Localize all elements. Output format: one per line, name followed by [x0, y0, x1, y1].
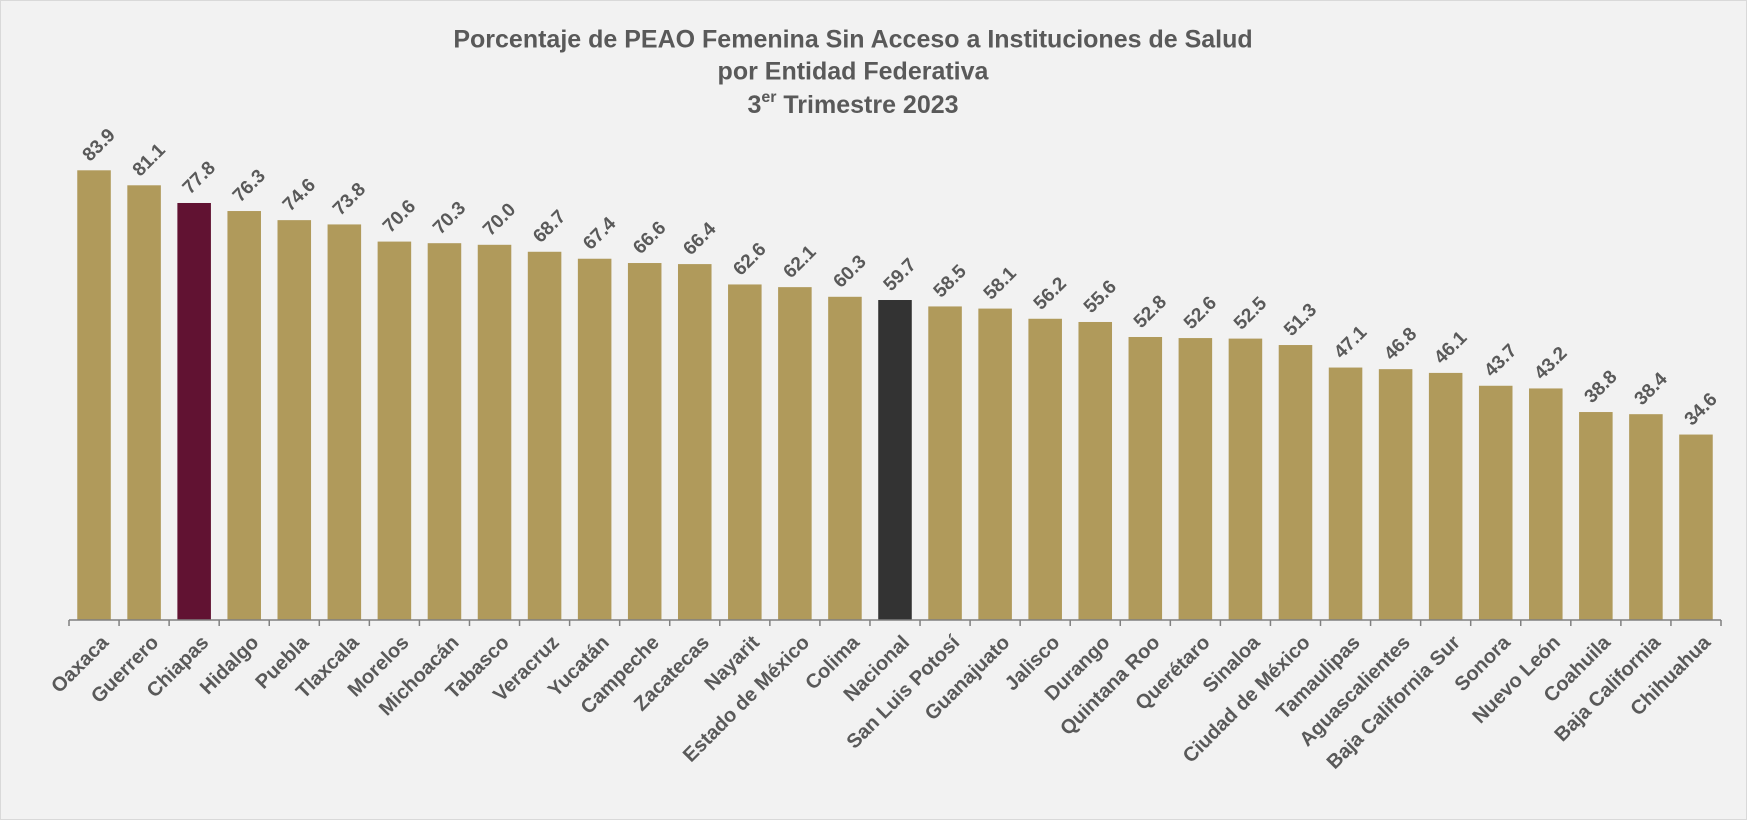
bar: [1228, 338, 1263, 620]
bar: [1378, 369, 1413, 620]
bar: [627, 263, 662, 620]
bar: [527, 251, 562, 620]
bar: [177, 202, 211, 620]
bar: [1328, 367, 1363, 620]
bar: [1529, 388, 1563, 620]
title-part: Trimestre 2023: [776, 91, 958, 119]
bar: [577, 258, 612, 620]
bar: [477, 244, 512, 621]
bar: [327, 224, 362, 620]
bar: [227, 211, 261, 621]
bar: [828, 296, 862, 620]
bar: [677, 264, 712, 620]
bar: [77, 170, 111, 620]
bar: [1679, 434, 1713, 620]
bar: [1579, 412, 1613, 620]
title-superscript: er: [761, 89, 776, 106]
bar: [1028, 318, 1062, 620]
bar: [1629, 414, 1663, 620]
bar: [778, 287, 812, 620]
bar: [1278, 345, 1313, 620]
bar: [1078, 321, 1113, 620]
bar: [1128, 336, 1163, 620]
bar: [1428, 372, 1463, 620]
chart-title: por Entidad Federativa: [718, 58, 990, 86]
bar: [878, 300, 912, 620]
bar: [1478, 385, 1513, 620]
bar: [1178, 338, 1213, 620]
bar: [427, 243, 462, 620]
bar: [277, 220, 312, 621]
bar: [728, 284, 762, 620]
bar: [978, 308, 1012, 620]
bar: [377, 241, 412, 621]
title-part: 3: [747, 91, 761, 119]
chart-title: 3er Trimestre 2023: [747, 89, 958, 118]
bar: [127, 185, 161, 620]
chart-title: Porcentaje de PEAO Femenina Sin Acceso a…: [453, 26, 1252, 54]
bar: [928, 306, 962, 620]
